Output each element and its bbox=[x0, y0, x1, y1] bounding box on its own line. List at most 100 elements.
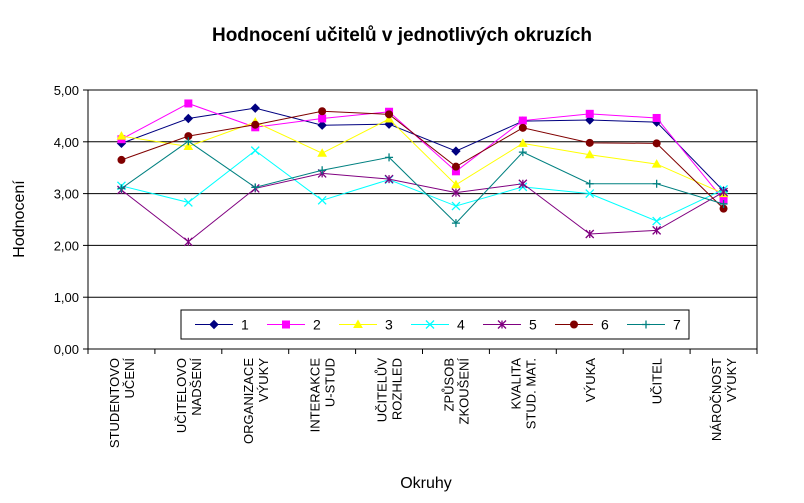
x-tick-label-line: UČITELOVO bbox=[174, 358, 189, 433]
data-point bbox=[451, 146, 461, 156]
data-point bbox=[719, 187, 729, 197]
x-tick-label-line: STUDENTOVO bbox=[107, 358, 122, 448]
data-point bbox=[318, 114, 327, 123]
series-6 bbox=[117, 107, 728, 213]
x-tick-label-line: STUD. MAT. bbox=[523, 358, 538, 429]
y-tick-label: 5,00 bbox=[54, 83, 79, 98]
data-point bbox=[585, 115, 595, 125]
data-point bbox=[209, 319, 219, 330]
data-point bbox=[570, 320, 578, 329]
data-point bbox=[384, 114, 394, 123]
data-point bbox=[184, 137, 193, 146]
x-tick-label: UČITELŮV ROZHLED bbox=[375, 358, 405, 423]
data-point bbox=[652, 216, 662, 226]
data-point bbox=[385, 110, 394, 119]
data-point bbox=[719, 199, 728, 208]
x-tick-label: KVALITA STUD. MAT. bbox=[508, 358, 538, 430]
x-tick-label-line: ZKOUŠENÍ bbox=[456, 358, 471, 425]
series-7 bbox=[117, 137, 728, 228]
legend-item-7: 7 bbox=[627, 317, 681, 333]
x-tick-label: UČITEL bbox=[650, 358, 665, 404]
series-line bbox=[121, 140, 724, 224]
data-point bbox=[384, 174, 394, 184]
data-point bbox=[184, 99, 193, 108]
legend: 1 2 3 4 5 6 7 bbox=[180, 309, 690, 340]
x-tick-label-line: VÝUKA bbox=[583, 358, 598, 402]
x-tick-label: NÁROČNOST VÝUKY bbox=[709, 358, 739, 441]
data-point bbox=[250, 103, 260, 113]
data-point bbox=[651, 159, 662, 168]
y-axis-title: Hodnocení bbox=[11, 180, 28, 258]
plot-area bbox=[87, 89, 758, 350]
data-point bbox=[451, 162, 460, 171]
x-tick-label-line: UČENÍ bbox=[122, 358, 137, 399]
data-point bbox=[451, 201, 461, 211]
legend-item-5: 5 bbox=[483, 317, 537, 333]
y-tick-label: 0,00 bbox=[54, 342, 79, 357]
data-point bbox=[585, 229, 595, 239]
series-4 bbox=[116, 146, 729, 226]
legend-item-3: 3 bbox=[339, 317, 393, 333]
data-point bbox=[497, 320, 507, 329]
data-point bbox=[251, 183, 260, 192]
data-point bbox=[250, 146, 260, 156]
data-point bbox=[451, 179, 461, 189]
data-point bbox=[451, 219, 460, 228]
y-tick-label: 3,00 bbox=[54, 187, 79, 202]
data-point bbox=[451, 188, 461, 198]
data-point bbox=[642, 320, 650, 329]
series-line bbox=[121, 102, 724, 201]
x-axis: STUDENTOVO UČENÍ UČITELOVO NADŠENÍ ORGANIZAC… bbox=[87, 349, 758, 448]
x-tick-label-line: VÝUKY bbox=[724, 358, 739, 402]
x-tick-label-line: UČITELŮV bbox=[375, 358, 390, 423]
legend-item-6: 6 bbox=[555, 317, 609, 333]
legend-label: 1 bbox=[241, 317, 249, 333]
data-point bbox=[183, 197, 193, 207]
data-point bbox=[317, 120, 327, 130]
x-tick-label-line: NÁROČNOST bbox=[709, 358, 724, 441]
data-point bbox=[183, 237, 193, 247]
legend-item-4: 4 bbox=[411, 317, 465, 333]
data-point bbox=[585, 189, 595, 199]
series-line bbox=[121, 172, 724, 243]
y-tick-label: 1,00 bbox=[54, 290, 79, 305]
data-point bbox=[518, 116, 527, 125]
series-line bbox=[121, 149, 724, 222]
x-tick-label: INTERAKCE U-STUD bbox=[308, 358, 338, 433]
data-point bbox=[251, 120, 260, 129]
data-point bbox=[425, 320, 435, 329]
data-point bbox=[652, 113, 661, 122]
x-axis-title: Okruhy bbox=[400, 475, 452, 492]
data-point bbox=[518, 123, 527, 132]
chart-title: Hodnocení učitelů v jednotlivých okruzíc… bbox=[212, 25, 592, 46]
legend-label: 5 bbox=[529, 317, 537, 333]
data-point bbox=[183, 113, 194, 124]
legend-label: 7 bbox=[673, 317, 681, 333]
x-tick-label: ORGANIZACE VÝUKY bbox=[241, 358, 271, 444]
x-tick-label-line: NADŠENÍ bbox=[189, 358, 204, 416]
series-lines bbox=[116, 99, 729, 247]
series-line bbox=[121, 110, 724, 209]
x-tick-label-line: INTERAKCE bbox=[308, 358, 323, 433]
legend-label: 6 bbox=[601, 317, 609, 333]
data-point bbox=[585, 179, 594, 188]
data-point bbox=[585, 109, 594, 118]
x-tick-label-line: ZPŮSOB bbox=[441, 358, 456, 411]
data-point bbox=[517, 138, 528, 147]
data-point bbox=[318, 107, 327, 116]
x-tick-label: ZPŮSOB ZKOUŠENÍ bbox=[441, 358, 471, 425]
legend-label: 3 bbox=[385, 317, 393, 333]
legend-item-1: 1 bbox=[195, 317, 249, 333]
x-tick-label-line: ROZHLED bbox=[390, 358, 405, 420]
data-point bbox=[282, 320, 290, 329]
data-point bbox=[652, 225, 662, 235]
legend-label: 4 bbox=[457, 317, 465, 333]
data-point bbox=[353, 319, 363, 328]
x-tick-label-line: KVALITA bbox=[508, 358, 523, 410]
data-point bbox=[518, 148, 527, 157]
data-point bbox=[317, 195, 327, 205]
legend-label: 2 bbox=[313, 317, 321, 333]
data-point bbox=[652, 139, 661, 148]
data-point bbox=[518, 179, 528, 189]
